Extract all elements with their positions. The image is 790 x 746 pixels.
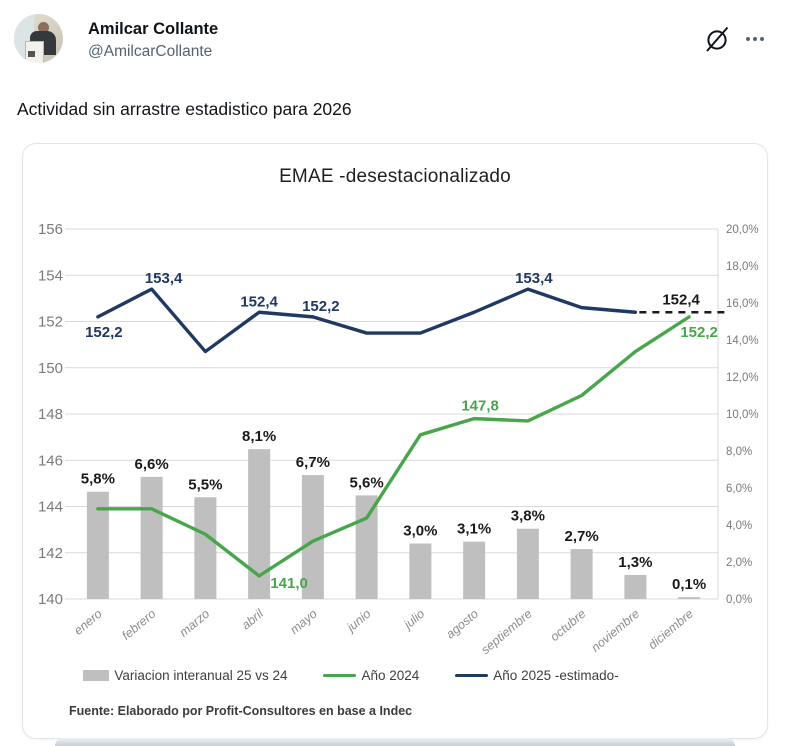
right-axis-tick: 20,0% [726, 224, 759, 236]
right-axis-tick: 0,0% [726, 594, 752, 606]
line-series [96, 287, 638, 354]
line-data-label: 153,4 [515, 270, 553, 287]
chart-title: EMAE -desestacionalizado [279, 166, 511, 187]
line-data-label: 153,4 [145, 270, 183, 287]
legend-item: Variacion interanual 25 vs 24 [83, 668, 287, 683]
bar-value-label: 0,1% [672, 576, 706, 593]
line-data-label: 147,8 [461, 398, 499, 415]
legend-item: Año 2024 [323, 668, 419, 683]
x-axis-month-label: agosto [443, 607, 481, 642]
bar [463, 541, 486, 599]
bar [86, 491, 109, 599]
bar-value-label: 6,6% [135, 456, 169, 473]
left-axis-tick: 150 [38, 360, 63, 377]
left-axis-tick: 156 [38, 221, 63, 238]
bar-value-label: 6,7% [296, 454, 330, 471]
x-axis-month-label: enero [71, 607, 105, 638]
left-axis-tick: 144 [38, 499, 63, 516]
right-axis-tick: 8,0% [726, 446, 752, 458]
right-axis-tick: 10,0% [726, 409, 759, 421]
avatar-person-head [38, 22, 49, 33]
projection-data-label: 152,4 [662, 291, 700, 308]
x-axis-month-label: noviembre [589, 607, 643, 655]
bar-value-label: 5,6% [350, 474, 384, 491]
bar [570, 549, 593, 599]
x-axis-month-label: marzo [177, 607, 213, 640]
legend-label: Año 2025 -estimado- [493, 668, 619, 683]
display-name[interactable]: Amilcar Collante [88, 20, 219, 38]
bar [516, 528, 539, 599]
line-series [96, 315, 691, 578]
bar [409, 543, 432, 599]
left-axis-tick: 152 [38, 314, 63, 331]
right-axis-tick: 4,0% [726, 520, 752, 532]
bar [248, 449, 271, 599]
chart-source: Fuente: Elaborado por Profit-Consultores… [69, 704, 413, 718]
bar [678, 597, 701, 599]
bar-value-label: 3,0% [403, 523, 437, 540]
tweet-text: Actividad sin arrastre estadistico para … [17, 99, 352, 119]
bar-value-label: 8,1% [242, 428, 276, 445]
bar-value-label: 5,8% [81, 471, 115, 488]
x-axis-month-label: octubre [548, 607, 589, 645]
line-data-label: 152,4 [240, 293, 278, 310]
chart-svg: 140 142 144 146 148 150 152 154 156 0,0% 2,0% 4,0% 6… [38, 221, 759, 658]
line-data-label: 141,0 [270, 575, 308, 592]
legend-swatch [83, 670, 110, 681]
x-axis-month-label: abril [239, 606, 267, 633]
line-data-label: 152,2 [85, 324, 123, 341]
ellipsis-icon [746, 37, 750, 41]
legend-item: Año 2025 -estimado- [455, 668, 619, 683]
x-axis-month-label: julio [400, 607, 428, 633]
right-axis-tick: 12,0% [726, 372, 759, 384]
x-axis-month-label: diciembre [646, 607, 697, 653]
legend-label: Año 2024 [361, 668, 420, 683]
right-axis-tick: 18,0% [726, 261, 759, 273]
bar [624, 574, 647, 599]
left-axis-tick: 142 [38, 545, 63, 562]
avatar[interactable] [14, 14, 63, 63]
bar [194, 497, 217, 599]
bar-value-label: 3,8% [511, 508, 545, 525]
x-axis-month-label: febrero [119, 607, 158, 643]
bar-value-label: 3,1% [457, 521, 491, 538]
grok-button[interactable] [703, 25, 731, 53]
right-axis-tick: 14,0% [726, 335, 759, 347]
left-axis-tick: 148 [38, 406, 63, 423]
line-data-label: 152,2 [680, 324, 718, 341]
right-axis-tick: 16,0% [726, 298, 759, 310]
right-axis-tick: 6,0% [726, 483, 752, 495]
bar [140, 476, 163, 599]
line-data-label: 152,2 [302, 298, 340, 315]
grok-icon [706, 26, 729, 52]
legend-swatch [455, 673, 489, 678]
x-axis-month-label: junio [343, 607, 374, 636]
left-axis-tick: 154 [38, 267, 63, 284]
legend-label: Variacion interanual 25 vs 24 [114, 668, 288, 683]
avatar-podium-plaque [28, 51, 35, 57]
chart-legend: Variacion interanual 25 vs 24 Año 2024 Año… [23, 668, 767, 683]
bar-value-label: 5,5% [188, 476, 222, 493]
bar [355, 495, 378, 599]
bar [301, 475, 324, 599]
x-axis-month-label: mayo [287, 607, 319, 637]
legend-swatch [323, 673, 357, 678]
chart-image-card[interactable]: EMAE -desestacionalizado 140 142 144 146 148… [22, 143, 768, 739]
bar-value-label: 2,7% [565, 528, 599, 545]
x-axis-month-label: septiembre [478, 607, 534, 658]
left-axis-tick: 146 [38, 452, 63, 469]
bar-value-label: 1,3% [618, 554, 652, 571]
right-axis-tick: 2,0% [726, 557, 752, 569]
user-handle: @AmilcarCollante [88, 43, 213, 60]
more-button[interactable] [740, 29, 770, 49]
next-media-peek[interactable] [55, 738, 735, 746]
left-axis-tick: 140 [38, 591, 63, 608]
